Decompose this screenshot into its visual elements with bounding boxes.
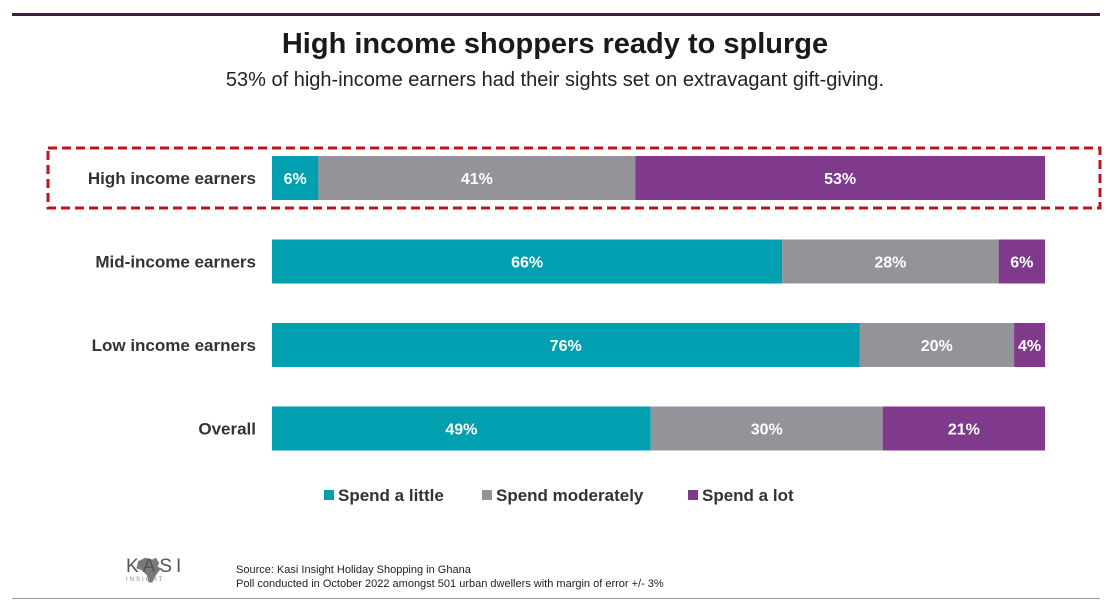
bar-moderate-overall — [650, 406, 883, 451]
poll-line: Poll conducted in October 2022 amongst 5… — [236, 578, 664, 590]
bar-moderate-mid-income-earners — [782, 239, 999, 284]
bar-little-high-income-earners — [272, 156, 319, 200]
data-label-moderate-high-income-earners: 41% — [461, 171, 493, 188]
top-rule — [12, 13, 1100, 16]
bar-moderate-low-income-earners — [859, 323, 1015, 367]
legend-swatch-moderate — [482, 490, 492, 500]
bar-lot-high-income-earners — [635, 156, 1045, 200]
logo-subtext: INSIGHT — [126, 577, 165, 583]
chart-title: High income shoppers ready to splurge — [281, 28, 829, 60]
category-label-overall: Overall — [198, 420, 256, 439]
category-label-low-income-earners: Low income earners — [92, 336, 256, 355]
data-label-little-high-income-earners: 6% — [284, 171, 307, 188]
data-label-moderate-low-income-earners: 20% — [921, 338, 953, 355]
category-label-mid-income-earners: Mid-income earners — [95, 253, 256, 272]
data-label-moderate-overall: 30% — [751, 422, 783, 439]
data-label-lot-mid-income-earners: 6% — [1010, 255, 1033, 272]
data-label-lot-low-income-earners: 4% — [1018, 338, 1041, 355]
legend-label-lot: Spend a lot — [702, 486, 794, 505]
legend-swatch-lot — [688, 490, 698, 500]
source-line: Source: Kasi Insight Holiday Shopping in… — [236, 564, 471, 576]
legend-swatch-little — [324, 490, 334, 500]
data-label-lot-high-income-earners: 53% — [824, 171, 856, 188]
chart-subtitle: 53% of high-income earners had their sig… — [225, 69, 885, 91]
data-label-little-overall: 49% — [445, 422, 477, 439]
legend-label-little: Spend a little — [338, 486, 444, 505]
bar-lot-low-income-earners — [1014, 323, 1045, 367]
logo-text: KASI — [126, 556, 186, 577]
category-label-high-income-earners: High income earners — [88, 169, 256, 188]
highlight-box — [46, 146, 1102, 210]
africa-logo-icon — [136, 557, 162, 583]
bar-little-overall — [272, 406, 651, 451]
bar-lot-overall — [882, 406, 1045, 451]
bar-lot-mid-income-earners — [998, 239, 1045, 284]
bottom-rule — [12, 598, 1100, 599]
bar-little-low-income-earners — [272, 323, 860, 367]
data-label-moderate-mid-income-earners: 28% — [874, 255, 906, 272]
data-label-little-low-income-earners: 76% — [550, 338, 582, 355]
bar-little-mid-income-earners — [272, 239, 783, 284]
data-label-little-mid-income-earners: 66% — [511, 255, 543, 272]
data-label-lot-overall: 21% — [948, 422, 980, 439]
legend-label-moderate: Spend moderately — [496, 486, 644, 505]
source-note: Source: Kasi Insight Holiday Shopping in… — [236, 563, 664, 591]
bar-moderate-high-income-earners — [318, 156, 636, 200]
